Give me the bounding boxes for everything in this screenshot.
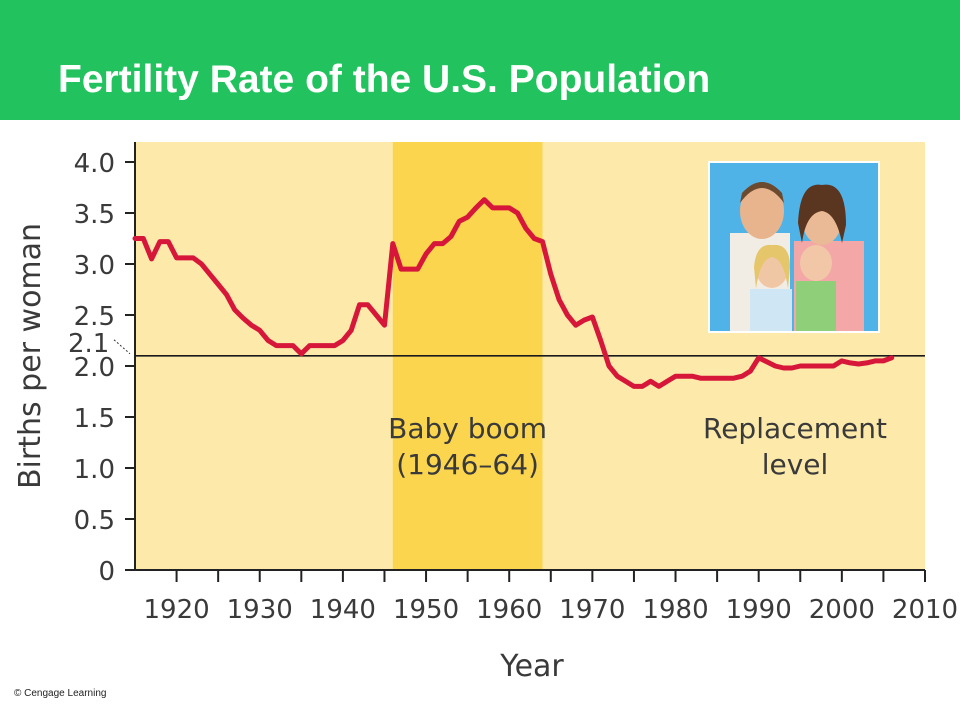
y-tick-label: 3.5 bbox=[74, 200, 115, 230]
x-tick-label: 1950 bbox=[393, 595, 459, 625]
series-points bbox=[134, 199, 892, 387]
replacement-level-label: Replacement level bbox=[703, 412, 887, 481]
title-bar bbox=[0, 0, 960, 120]
replacement-level-value: 2.1 bbox=[68, 329, 109, 359]
copyright-credit: © Cengage Learning bbox=[14, 688, 107, 699]
y-tick-label: 0.5 bbox=[74, 506, 115, 536]
y-tick-label: 3.0 bbox=[74, 251, 115, 281]
x-axis-ticks: 1920 1930 1940 1950 1960 1970 1980 1990 2000 2010 bbox=[143, 570, 958, 625]
fertility-rate-series-line bbox=[132, 197, 895, 389]
y-tick-label: 4.0 bbox=[74, 149, 115, 179]
x-tick-label: 2010 bbox=[892, 595, 958, 625]
family-photo bbox=[708, 161, 880, 333]
x-axis-title: Year bbox=[499, 649, 564, 684]
x-tick-label: 1990 bbox=[726, 595, 792, 625]
x-tick-label: 1970 bbox=[559, 595, 625, 625]
x-tick-label: 1940 bbox=[310, 595, 376, 625]
y-axis-ticks: 0 0.5 1.0 1.5 2.0 2.5 3.0 3.5 4.0 bbox=[74, 149, 135, 587]
y-tick-label: 1.0 bbox=[74, 455, 115, 485]
y-tick-label: 2.0 bbox=[74, 353, 115, 383]
y-tick-label: 2.5 bbox=[74, 302, 115, 332]
x-tick-label: 1920 bbox=[143, 595, 209, 625]
y-tick-label: 0 bbox=[98, 557, 115, 587]
slide-title: Fertility Rate of the U.S. Population bbox=[58, 58, 711, 101]
x-tick-label: 1960 bbox=[476, 595, 542, 625]
y-axis-title: Births per woman bbox=[13, 223, 48, 489]
x-tick-label: 1980 bbox=[642, 595, 708, 625]
baby-boom-label: Baby boom (1946–64) bbox=[388, 412, 547, 481]
x-tick-label: 1930 bbox=[227, 595, 293, 625]
x-tick-label: 2000 bbox=[809, 595, 875, 625]
family-icon bbox=[710, 163, 878, 331]
y-tick-label: 1.5 bbox=[74, 404, 115, 434]
replacement-level-leader bbox=[113, 339, 131, 355]
